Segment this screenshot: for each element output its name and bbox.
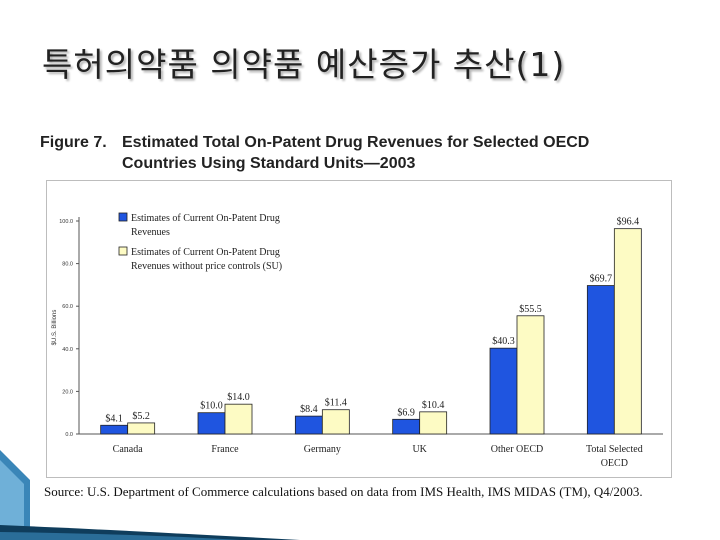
x-tick-label: Total Selected: [586, 444, 643, 455]
figure-title-line2: Countries Using Standard Units—2003: [122, 155, 416, 172]
x-tick-label: Other OECD: [491, 444, 544, 455]
bar-su: [321, 409, 350, 435]
legend-swatch-su: [118, 246, 128, 256]
legend-label: Revenues: [131, 227, 170, 238]
y-axis-label: $U.S. Billions: [52, 310, 58, 346]
figure-heading: Figure 7. Estimated Total On-Patent Drug …: [40, 132, 589, 174]
legend-label: Estimates of Current On-Patent Drug: [131, 213, 280, 224]
bar-value-label: $10.4: [422, 400, 445, 411]
chart-frame: 0.0 20.0 40.0 60.0 80.0 100.0 $U.S. Billions $4…: [46, 180, 672, 478]
y-tick-label: 100.0: [59, 219, 73, 225]
y-tick-label: 0.0: [65, 432, 73, 438]
x-tick-label: UK: [412, 444, 427, 455]
bar-current: [197, 412, 226, 435]
y-tick-label: 60.0: [62, 304, 73, 310]
bar-value-label: $5.2: [132, 411, 150, 422]
bar-current: [586, 285, 615, 435]
bar-value-label: $96.4: [617, 217, 640, 228]
bar-value-label: $6.9: [397, 407, 415, 418]
bar-value-label: $10.0: [200, 401, 223, 412]
legend-label: Revenues without price controls (SU): [131, 261, 282, 272]
bar-value-label: $40.3: [492, 336, 515, 347]
legend-label: Estimates of Current On-Patent Drug: [131, 247, 280, 258]
bar-su: [516, 315, 545, 435]
slide-title: 특허의약품 의약품 예산증가 추산(1): [42, 45, 566, 84]
bar-current: [294, 415, 323, 435]
x-tick-label: OECD: [601, 458, 628, 469]
bar-su: [127, 422, 156, 435]
bar-current: [100, 424, 129, 435]
bar-value-label: $8.4: [300, 404, 318, 415]
bar-su: [613, 228, 642, 435]
revenue-bar-chart: 0.0 20.0 40.0 60.0 80.0 100.0 $U.S. Billions $4…: [52, 212, 663, 469]
bar-value-label: $11.4: [325, 398, 347, 409]
bar-value-label: $69.7: [590, 274, 613, 285]
bar-value-label: $4.1: [105, 413, 123, 424]
decorative-corner-swoosh: [0, 450, 300, 540]
figure-number: Figure 7.: [40, 134, 107, 151]
bar-current: [489, 347, 518, 435]
bar-value-label: $55.5: [519, 304, 542, 315]
figure-title-line1: Estimated Total On-Patent Drug Revenues …: [122, 134, 590, 151]
x-tick-label: Canada: [113, 444, 144, 455]
source-note: Source: U.S. Department of Commerce calc…: [44, 484, 643, 499]
y-tick-label: 80.0: [62, 262, 73, 268]
x-tick-label: France: [211, 444, 239, 455]
y-tick-label: 20.0: [62, 389, 73, 395]
bar-value-label: $14.0: [227, 392, 250, 403]
x-tick-label: Germany: [304, 444, 341, 455]
bar-su: [419, 411, 448, 435]
y-tick-label: 40.0: [62, 347, 73, 353]
bar-su: [224, 403, 253, 435]
bar-current: [392, 418, 421, 435]
legend-swatch-current: [118, 212, 128, 222]
